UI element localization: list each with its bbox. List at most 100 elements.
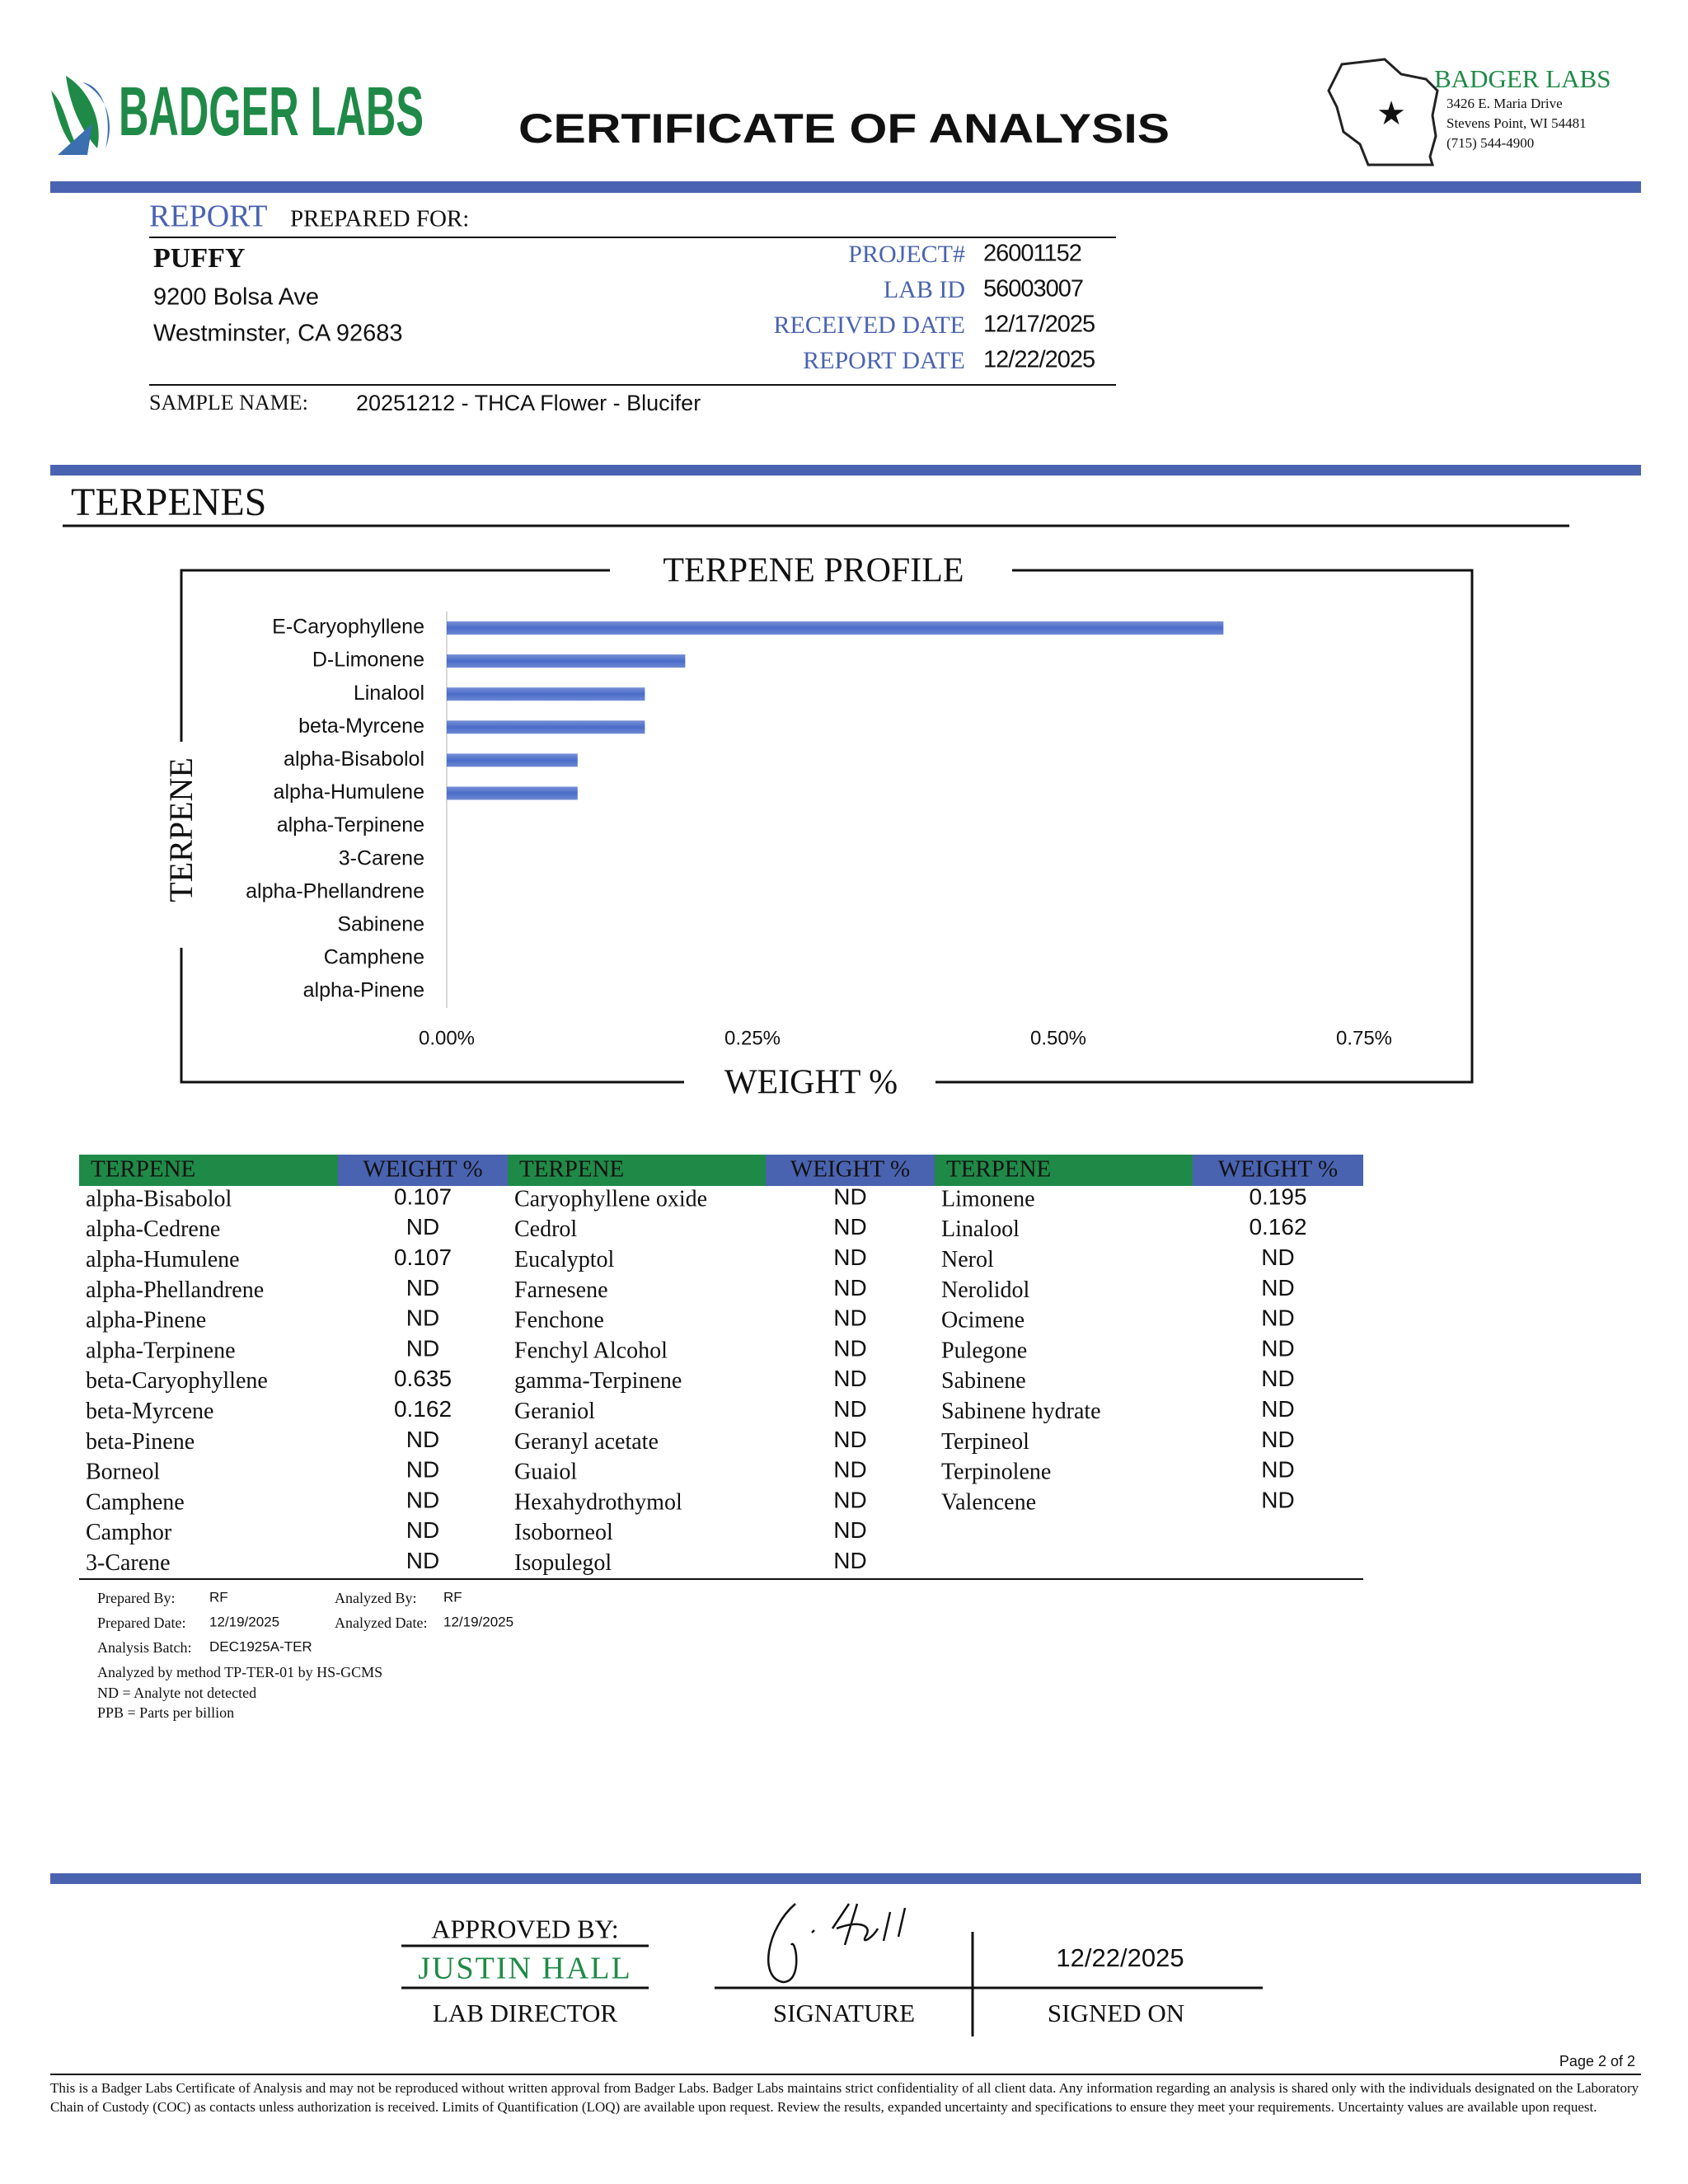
- bar: [447, 753, 578, 767]
- terpene-weight: ND: [833, 1244, 866, 1270]
- terpene-name: Geraniol: [514, 1399, 595, 1424]
- terpene-weight: ND: [1261, 1396, 1294, 1422]
- approved-label: APPROVED BY:: [431, 1914, 618, 1943]
- header-text: TERPENE: [519, 1156, 624, 1183]
- terpene-weight: ND: [406, 1487, 439, 1512]
- disclaimer: This is a Badger Labs Certificate of Ana…: [50, 2080, 1639, 2115]
- terpene-weight: ND: [833, 1275, 866, 1301]
- bar: [447, 621, 1224, 635]
- note-label: Prepared By:: [97, 1590, 175, 1606]
- terpene-name: Sabinene hydrate: [941, 1399, 1101, 1424]
- x-tick-label: 0.25%: [724, 1027, 781, 1049]
- terpene-weight: ND: [1261, 1275, 1294, 1301]
- terpene-name: Ocimene: [941, 1308, 1025, 1333]
- note-line: Analyzed by method TP-TER-01 by HS-GCMS: [97, 1664, 382, 1680]
- terpene-weight: 0.162: [394, 1396, 452, 1422]
- terpene-name: beta-Caryophyllene: [86, 1368, 268, 1394]
- terpene-weight: ND: [833, 1457, 866, 1483]
- y-tick-label: beta-Myrcene: [298, 715, 424, 738]
- state-outline: [1327, 58, 1439, 166]
- note-label: Analyzed By:: [335, 1590, 416, 1606]
- terpene-name: Sabinene: [941, 1368, 1026, 1394]
- header-cell: [79, 1155, 338, 1186]
- terpene-weight: ND: [1261, 1244, 1294, 1270]
- note-value: RF: [443, 1589, 462, 1605]
- terpene-weight: ND: [406, 1457, 439, 1483]
- terpene-name: Geranyl acetate: [514, 1429, 659, 1455]
- terpene-weight: ND: [1261, 1487, 1294, 1512]
- address-line: Stevens Point, WI 54481: [1447, 115, 1587, 131]
- note-value: DEC1925A-TER: [209, 1638, 312, 1654]
- x-tick-label: 0.75%: [1336, 1027, 1392, 1049]
- terpene-weight: ND: [833, 1305, 866, 1331]
- terpene-weight: ND: [833, 1183, 866, 1209]
- client-address: 9200 Bolsa Ave: [153, 284, 319, 311]
- terpene-weight: ND: [406, 1214, 439, 1240]
- field-value: 26001152: [983, 241, 1081, 267]
- note-line: PPB = Parts per billion: [97, 1704, 234, 1721]
- report-fields: PROJECT# 26001152 LAB ID 56003007 RECEIVED D…: [774, 241, 1096, 374]
- terpene-name: Cedrol: [514, 1216, 577, 1242]
- chart-frame: [180, 569, 1474, 1084]
- terpene-name: gamma-Terpinene: [514, 1368, 682, 1394]
- y-tick-label: Sabinene: [337, 913, 424, 936]
- notes: Prepared By: RF Analyzed By: RF Prepared…: [97, 1589, 513, 1721]
- doc-title: CERTIFICATE OF ANALYSIS: [518, 105, 1170, 152]
- address-line: (715) 544-4900: [1447, 135, 1534, 151]
- terpene-name: Fenchone: [514, 1308, 604, 1333]
- terpene-weight: ND: [833, 1427, 866, 1452]
- signature: [767, 1903, 907, 1984]
- terpene-name: Isoborneol: [514, 1520, 613, 1545]
- terpene-weight: ND: [833, 1366, 866, 1391]
- header-text: TERPENE: [91, 1156, 195, 1183]
- terpene-weight: ND: [833, 1396, 866, 1422]
- divider-bar: [50, 1873, 1641, 1884]
- terpene-name: alpha-Humulene: [86, 1247, 240, 1272]
- terpene-name: Hexahydrothymol: [514, 1489, 682, 1515]
- note-value: 12/19/2025: [443, 1614, 513, 1629]
- terpene-name: alpha-Pinene: [86, 1308, 206, 1333]
- terpene-name: alpha-Bisabolol: [86, 1186, 232, 1212]
- terpene-weight: ND: [1261, 1457, 1294, 1483]
- divider-bar: [50, 465, 1641, 476]
- terpene-weight: ND: [833, 1548, 866, 1573]
- terpene-name: 3-Carene: [86, 1550, 171, 1576]
- section-title: TERPENES: [71, 480, 266, 524]
- terpene-name: Terpineol: [941, 1429, 1029, 1455]
- approver-role: LAB DIRECTOR: [433, 1999, 618, 2027]
- header-text: WEIGHT %: [790, 1156, 910, 1183]
- header-cell: [766, 1155, 935, 1186]
- terpene-weight: 0.635: [394, 1366, 452, 1391]
- note-label: Analysis Batch:: [97, 1639, 192, 1656]
- terpene-name: Camphene: [86, 1489, 185, 1515]
- divider-bar: [50, 181, 1641, 193]
- field-value: 56003007: [983, 276, 1083, 302]
- sample-label: SAMPLE NAME:: [149, 391, 308, 415]
- y-tick-label: Camphene: [324, 946, 424, 969]
- field-label: REPORT DATE: [803, 347, 965, 374]
- terpene-weight: 0.107: [394, 1183, 452, 1209]
- address-line: 3426 E. Maria Drive: [1447, 96, 1563, 111]
- y-tick-label: alpha-Bisabolol: [284, 748, 424, 771]
- logo-mark: [51, 76, 110, 155]
- terpene-name: Linalool: [941, 1216, 1020, 1242]
- header-cell: [338, 1155, 508, 1186]
- approver-name: JUSTIN HALL: [418, 1952, 631, 1986]
- signature-label: SIGNATURE: [773, 1999, 915, 2027]
- bar: [447, 687, 645, 701]
- note-value: RF: [209, 1589, 228, 1605]
- terpene-name: Eucalyptol: [514, 1247, 615, 1272]
- terpene-weight: ND: [406, 1517, 439, 1543]
- terpene-name: Limonene: [941, 1186, 1035, 1212]
- bar: [447, 720, 645, 734]
- terpene-weight: ND: [1261, 1305, 1294, 1331]
- header-text: TERPENE: [946, 1156, 1051, 1183]
- terpene-weight: 0.195: [1249, 1183, 1306, 1209]
- terpene-name: alpha-Cedrene: [86, 1216, 220, 1242]
- x-tick-label: 0.00%: [419, 1027, 475, 1049]
- terpene-name: Isopulegol: [514, 1550, 612, 1576]
- signed-date: 12/22/2025: [1056, 1943, 1184, 1972]
- header-text: WEIGHT %: [363, 1156, 482, 1183]
- client-address: Westminster, CA 92683: [153, 321, 403, 347]
